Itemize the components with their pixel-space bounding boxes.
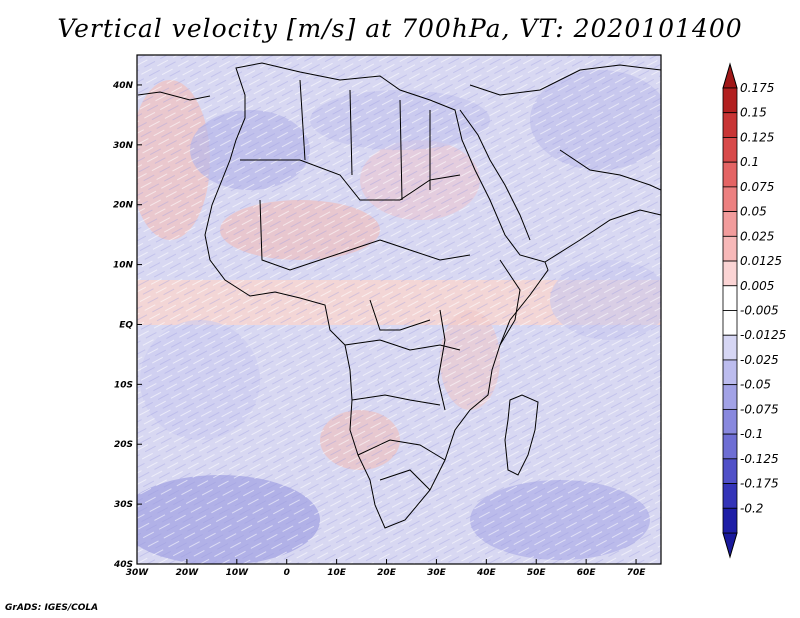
velocity-field (137, 55, 661, 564)
colorbar-bottom-arrow (722, 532, 738, 559)
colorbar-label: -0.175 (740, 477, 779, 491)
colorbar-label: -0.1 (740, 427, 763, 441)
colorbar-swatch (722, 310, 738, 336)
colorbar-label: -0.005 (740, 304, 779, 318)
colorbar-label: 0.125 (740, 130, 774, 144)
lon-tick-label: 0 (284, 568, 290, 578)
colorbar-swatch (722, 87, 738, 114)
colorbar-swatch (722, 408, 738, 435)
colorbar-swatch (722, 186, 738, 213)
colorbar-swatch (722, 334, 738, 361)
lon-tick-label: 20E (377, 568, 397, 578)
lat-tick-label: 20S (114, 440, 133, 450)
colorbar-swatch (722, 112, 738, 138)
colorbar-label: -0.075 (740, 402, 779, 416)
colorbar-swatch (722, 458, 738, 484)
colorbar-label: 0.025 (740, 229, 774, 243)
colorbar-label: -0.025 (740, 353, 779, 367)
lon-tick-label: 10W (226, 568, 250, 578)
lat-tick-label: 30N (113, 141, 134, 151)
colorbar-label: -0.125 (740, 452, 779, 466)
colorbar-label: 0.15 (740, 106, 767, 120)
lon-tick-label: 60E (577, 568, 597, 578)
colorbar-label: 0.05 (740, 205, 767, 219)
colorbar-swatch (722, 137, 738, 163)
colorbar-label: 0.1 (740, 155, 759, 169)
colorbar-label: -0.2 (740, 501, 763, 515)
coastlines (137, 62, 661, 529)
colorbar-swatch (722, 483, 738, 509)
lon-tick-label: 40E (476, 568, 497, 578)
plot-frame (136, 54, 662, 565)
colorbar-label: 0.175 (740, 81, 774, 95)
lon-tick-label: 70E (627, 568, 647, 578)
longitude-ticks: 30W 20W 10W 0 10E 20E 30E 40E 50E 60E 70E (126, 559, 646, 578)
lat-tick-label: 40S (113, 560, 133, 570)
latitude-ticks: 40N 30N 20N 10N EQ 10S 20S 30S 40S (112, 81, 142, 570)
colorbar-swatch (722, 507, 738, 534)
colorbar-label: -0.05 (740, 378, 771, 392)
lon-tick-label: 30E (427, 568, 447, 578)
colorbar-top-arrow (722, 62, 738, 89)
colorbar-label: 0.005 (740, 279, 774, 293)
lon-tick-label: 20W (176, 568, 200, 578)
colorbar: 0.175 0.15 0.125 0.1 0.075 0.05 0.025 0.0125 0.0… (722, 62, 786, 559)
colorbar-swatch (722, 359, 738, 386)
lat-tick-label: 20N (113, 201, 134, 211)
lon-tick-label: 30W (126, 568, 150, 578)
lat-tick-label: 40N (112, 81, 134, 91)
colorbar-swatch (722, 235, 738, 262)
colorbar-swatch (722, 260, 738, 287)
lat-tick-label: 10S (114, 380, 133, 390)
colorbar-swatch (722, 211, 738, 237)
lat-tick-label: 30S (114, 500, 133, 510)
colorbar-label: 0.0125 (740, 254, 782, 268)
lat-tick-label: 10N (113, 261, 134, 271)
lat-tick-label: EQ (119, 320, 133, 330)
colorbar-swatch (722, 384, 738, 410)
grads-credit: GrADS: IGES/COLA (5, 603, 99, 613)
lon-tick-label: 10E (327, 568, 347, 578)
colorbar-swatch (722, 433, 738, 460)
colorbar-swatch (722, 161, 738, 188)
colorbar-label: 0.075 (740, 180, 774, 194)
map-title: Vertical velocity [m/s] at 700hPa, VT: 2… (57, 14, 743, 43)
colorbar-label: -0.0125 (740, 328, 786, 342)
colorbar-swatch (722, 285, 738, 311)
lon-tick-label: 50E (527, 568, 547, 578)
